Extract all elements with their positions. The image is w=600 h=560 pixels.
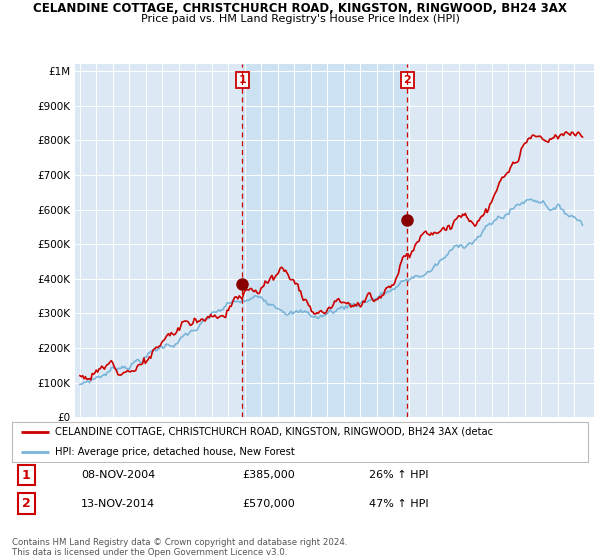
Text: HPI: Average price, detached house, New Forest: HPI: Average price, detached house, New … bbox=[55, 447, 295, 457]
Text: 2: 2 bbox=[403, 75, 411, 85]
Text: 08-NOV-2004: 08-NOV-2004 bbox=[81, 470, 155, 480]
Text: CELANDINE COTTAGE, CHRISTCHURCH ROAD, KINGSTON, RINGWOOD, BH24 3AX: CELANDINE COTTAGE, CHRISTCHURCH ROAD, KI… bbox=[33, 2, 567, 15]
Bar bbox=[242, 64, 407, 417]
Text: 26% ↑ HPI: 26% ↑ HPI bbox=[369, 470, 428, 480]
Text: 2: 2 bbox=[22, 497, 31, 510]
Text: CELANDINE COTTAGE, CHRISTCHURCH ROAD, KINGSTON, RINGWOOD, BH24 3AX (detac: CELANDINE COTTAGE, CHRISTCHURCH ROAD, KI… bbox=[55, 427, 493, 437]
Text: 1: 1 bbox=[239, 75, 246, 85]
Text: 13-NOV-2014: 13-NOV-2014 bbox=[81, 498, 155, 508]
Text: 1: 1 bbox=[22, 469, 31, 482]
Text: Contains HM Land Registry data © Crown copyright and database right 2024.
This d: Contains HM Land Registry data © Crown c… bbox=[12, 538, 347, 557]
Text: Price paid vs. HM Land Registry's House Price Index (HPI): Price paid vs. HM Land Registry's House … bbox=[140, 14, 460, 24]
Text: £385,000: £385,000 bbox=[242, 470, 295, 480]
Text: £570,000: £570,000 bbox=[242, 498, 295, 508]
Text: 47% ↑ HPI: 47% ↑ HPI bbox=[369, 498, 429, 508]
